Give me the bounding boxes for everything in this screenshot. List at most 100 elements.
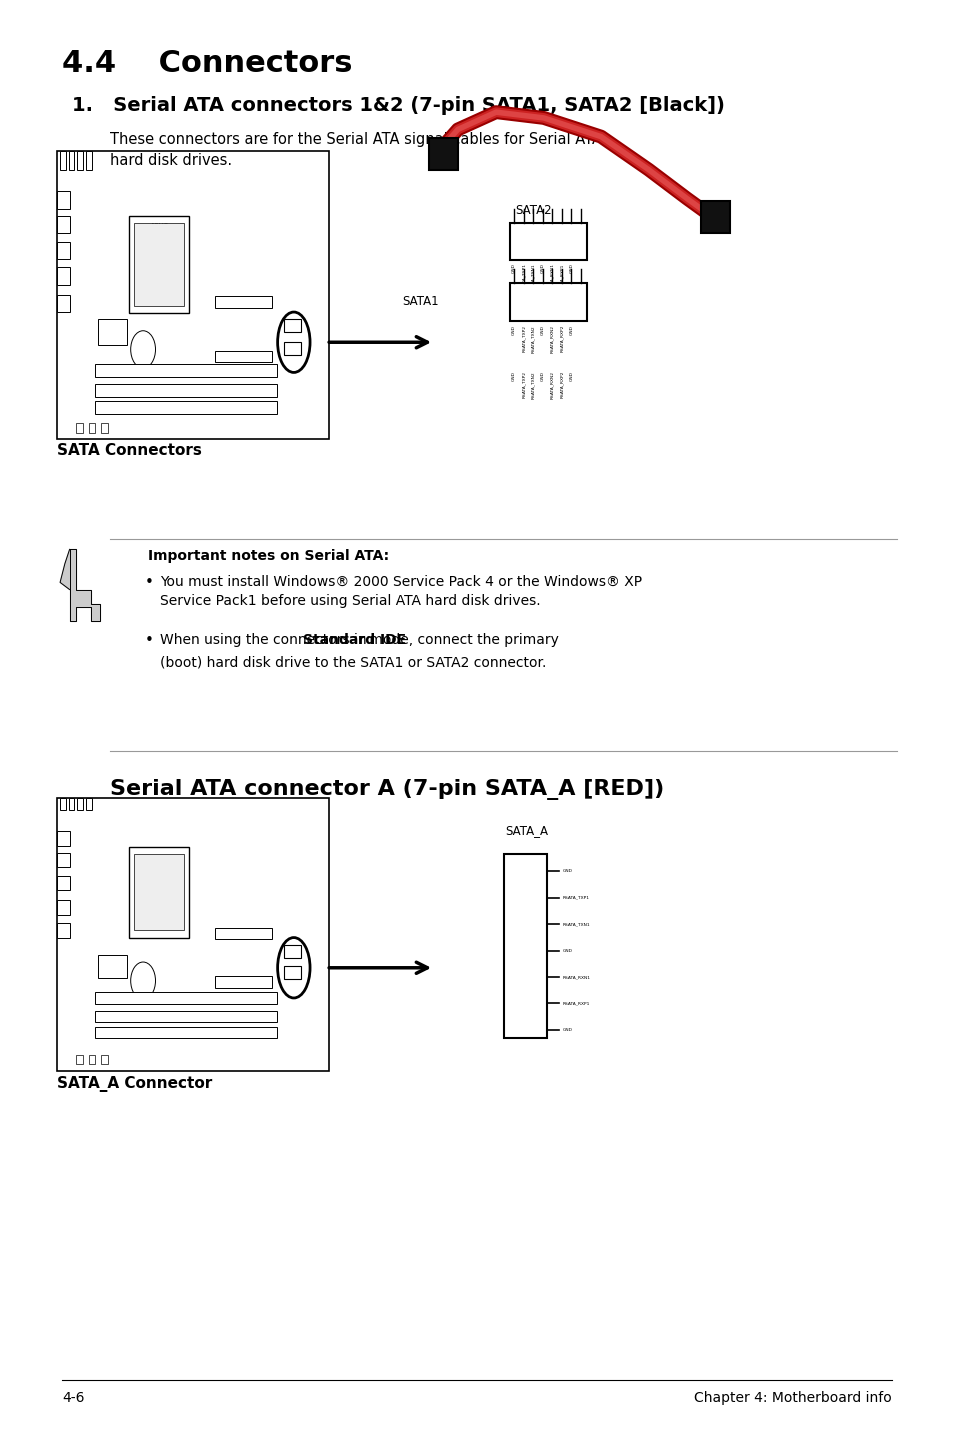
Bar [95, 401, 276, 414]
Text: Important notes on Serial ATA:: Important notes on Serial ATA: [148, 549, 389, 564]
Text: SATA_A Connector: SATA_A Connector [57, 1076, 213, 1091]
Bar [98, 319, 127, 345]
Text: 4-6: 4-6 [62, 1391, 85, 1405]
Text: GND: GND [569, 371, 573, 381]
Text: GND: GND [562, 870, 572, 873]
Text: GND: GND [569, 263, 573, 273]
Bar [510, 283, 586, 321]
Text: SATA Connectors: SATA Connectors [57, 443, 202, 457]
Text: RSATA_TXP1: RSATA_TXP1 [521, 263, 525, 290]
Bar [76, 423, 83, 433]
Text: RSATA_RXN1: RSATA_RXN1 [562, 975, 590, 979]
Text: GND: GND [562, 949, 572, 952]
Bar [77, 798, 83, 810]
Bar [57, 151, 329, 439]
Text: 1.   Serial ATA connectors 1&2 (7-pin SATA1, SATA2 [Black]): 1. Serial ATA connectors 1&2 (7-pin SATA… [71, 96, 723, 115]
Text: RSATA_RXP1: RSATA_RXP1 [562, 1001, 590, 1005]
Text: These connectors are for the Serial ATA signal cables for Serial ATA
hard disk d: These connectors are for the Serial ATA … [110, 132, 601, 168]
Text: GND: GND [540, 371, 544, 381]
Bar [284, 966, 301, 979]
Bar [57, 923, 70, 938]
Bar [133, 854, 184, 930]
Text: ASUS: ASUS [149, 858, 168, 864]
Bar [284, 342, 301, 355]
Text: GND: GND [512, 371, 516, 381]
Bar [95, 1027, 276, 1038]
Text: RSATA_RXN2: RSATA_RXN2 [550, 325, 554, 352]
Bar [86, 798, 91, 810]
Bar [57, 876, 70, 890]
Circle shape [131, 962, 155, 999]
Text: RSATA_RXP2: RSATA_RXP2 [559, 371, 563, 398]
Text: RSATA_TXN2: RSATA_TXN2 [531, 371, 535, 398]
Bar [503, 854, 546, 1038]
Bar [133, 223, 184, 306]
Text: (boot) hard disk drive to the SATA1 or SATA2 connector.: (boot) hard disk drive to the SATA1 or S… [160, 656, 546, 670]
Bar [510, 223, 586, 260]
Bar [57, 267, 70, 285]
Text: •: • [145, 633, 153, 647]
Polygon shape [60, 549, 70, 590]
Text: SATA2: SATA2 [515, 204, 551, 217]
Text: RSATA_RXP2: RSATA_RXP2 [559, 325, 563, 352]
Text: GND: GND [569, 325, 573, 335]
Bar [214, 296, 272, 308]
Bar [57, 295, 70, 312]
Bar [214, 976, 272, 988]
Bar [57, 831, 70, 846]
Text: RSATA_TXP2: RSATA_TXP2 [521, 371, 525, 398]
Text: •: • [145, 575, 153, 590]
Bar [89, 1055, 95, 1064]
Bar [284, 945, 301, 958]
Bar [700, 201, 729, 233]
Text: GND: GND [512, 325, 516, 335]
Bar [95, 384, 276, 397]
Bar [57, 798, 329, 1071]
Bar [77, 151, 83, 170]
Bar [214, 351, 272, 362]
Text: RSATA_TXP1: RSATA_TXP1 [562, 896, 589, 900]
Bar [76, 1055, 83, 1064]
Bar [69, 798, 74, 810]
Polygon shape [70, 549, 100, 621]
Bar [60, 151, 66, 170]
Bar [95, 992, 276, 1004]
Bar [57, 216, 70, 233]
Bar [101, 423, 108, 433]
Text: GND: GND [562, 1028, 572, 1031]
Bar [89, 423, 95, 433]
Text: SATA_A: SATA_A [505, 824, 548, 837]
Bar [57, 191, 70, 209]
Bar [60, 798, 66, 810]
Circle shape [131, 331, 155, 368]
Bar [57, 853, 70, 867]
Bar [86, 151, 91, 170]
Text: RSATA_TXN1: RSATA_TXN1 [562, 922, 590, 926]
Bar [57, 242, 70, 259]
Text: ASUS: ASUS [149, 223, 168, 229]
Bar [429, 138, 457, 170]
Text: mode, connect the primary: mode, connect the primary [365, 633, 558, 647]
Text: 4.4    Connectors: 4.4 Connectors [62, 49, 353, 78]
Text: SATA1: SATA1 [402, 295, 438, 309]
Text: RSATA_TXP2: RSATA_TXP2 [521, 325, 525, 352]
Text: When using the connectors in: When using the connectors in [160, 633, 371, 647]
Text: RSATA_RXP1: RSATA_RXP1 [559, 263, 563, 290]
Bar [69, 151, 74, 170]
Text: RSATA_TXN2: RSATA_TXN2 [531, 325, 535, 352]
Text: Chapter 4: Motherboard info: Chapter 4: Motherboard info [694, 1391, 891, 1405]
Text: RSATA_TXN1: RSATA_TXN1 [531, 263, 535, 290]
Text: RSATA_RXN1: RSATA_RXN1 [550, 263, 554, 290]
Bar [101, 1055, 108, 1064]
Text: Serial ATA connector A (7-pin SATA_A [RED]): Serial ATA connector A (7-pin SATA_A [RE… [110, 779, 663, 801]
Bar [98, 955, 127, 978]
Text: GND: GND [540, 263, 544, 273]
Bar [95, 364, 276, 377]
Text: Standard IDE: Standard IDE [302, 633, 405, 647]
Bar [129, 216, 189, 313]
Bar [57, 900, 70, 915]
Bar [129, 847, 189, 938]
Text: GND: GND [512, 263, 516, 273]
Text: GND: GND [540, 325, 544, 335]
Bar [284, 319, 301, 332]
